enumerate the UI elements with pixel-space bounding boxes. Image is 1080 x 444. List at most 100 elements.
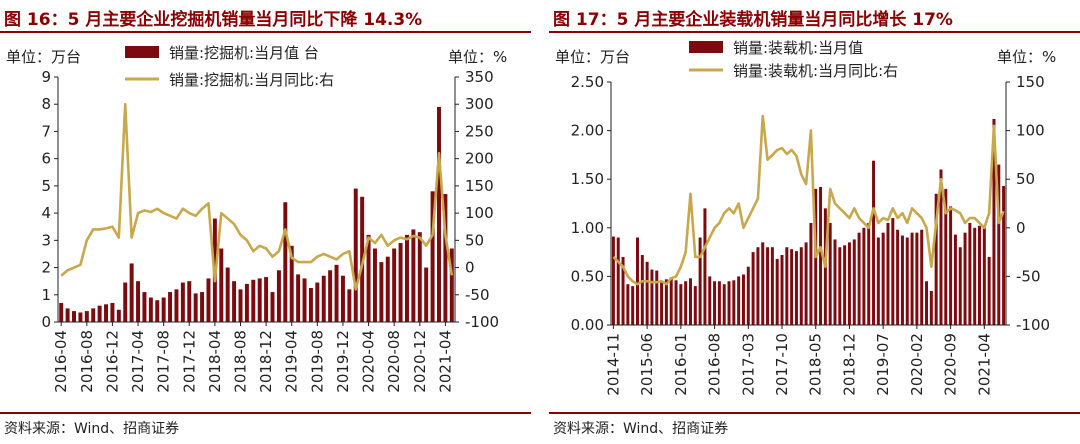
y-left-tick-label: 1.50: [571, 170, 604, 188]
y-left-tick-label: 1: [41, 286, 51, 304]
yoy-line: [612, 114, 1005, 286]
y-left-tick-label: 0: [41, 313, 51, 331]
bar: [59, 302, 64, 322]
excavator-chart: 单位：万台 单位：% 0 1 2 3 4 5 6 7 8 9 -100 -50 0 50 100 150 200 25…: [6, 44, 507, 393]
bar: [910, 232, 914, 325]
bar: [1002, 186, 1006, 325]
bar: [84, 311, 89, 322]
bar: [398, 243, 403, 322]
bar: [717, 281, 721, 325]
bar: [775, 258, 779, 325]
x-tick-label: 2020-09: [942, 333, 960, 396]
bar: [155, 300, 160, 322]
legend-bar-swatch: [125, 46, 159, 58]
y-left-tick-label: 2: [41, 259, 51, 277]
y-left-tick-label: 4: [41, 204, 51, 222]
legend-bar-label: 销量:挖掘机:当月值 台: [169, 44, 319, 62]
bar: [161, 297, 166, 322]
source-note: 资料来源：Wind、招商证券: [553, 421, 729, 437]
bar: [905, 237, 909, 325]
bar: [257, 278, 262, 322]
bar: [756, 247, 760, 325]
bar: [366, 234, 371, 322]
bar: [645, 261, 649, 325]
x-tick-label: 2017-08: [155, 330, 173, 393]
bar: [353, 188, 358, 322]
y-right-tick-label: -50: [465, 286, 490, 304]
x-tick-label: 2016-01: [672, 333, 690, 396]
bar: [219, 248, 224, 322]
bar: [244, 283, 249, 322]
bar: [616, 237, 620, 325]
bar: [443, 194, 448, 322]
y-right-tick-label: 200: [465, 150, 494, 168]
bar: [296, 274, 301, 322]
bar: [148, 297, 153, 322]
chart-title: 图 16：5 月主要企业挖掘机销量当月同比下降 14.3%: [4, 10, 423, 30]
x-tick-label: 2020-08: [385, 330, 403, 393]
bar: [819, 186, 823, 325]
bar: [790, 249, 794, 325]
bar: [679, 284, 683, 325]
bar: [876, 237, 880, 325]
bar: [698, 237, 702, 325]
bar: [838, 247, 842, 325]
x-tick-label: 2016-08: [78, 330, 96, 393]
bar: [920, 229, 924, 325]
bar: [843, 245, 847, 325]
bar: [881, 232, 885, 325]
bar: [321, 275, 326, 322]
bar: [116, 309, 121, 322]
bar: [737, 276, 741, 325]
unit-left-label: 单位：万台: [6, 48, 81, 66]
x-tick-label: 2016-04: [52, 330, 70, 393]
y-right-tick-label: -50: [1016, 267, 1041, 285]
chart-title: 图 17：5 月主要企业装载机销量当月同比增长 17%: [553, 10, 953, 30]
bar: [430, 191, 435, 322]
bar: [968, 222, 972, 325]
bar: [72, 311, 76, 322]
y-right-tick-label: 150: [465, 177, 494, 195]
bar: [631, 286, 635, 325]
bar: [97, 305, 102, 322]
bar: [110, 302, 115, 322]
x-tick-label: 2017-10: [773, 333, 791, 396]
bar: [640, 255, 644, 325]
bar: [650, 269, 654, 325]
bar: [693, 286, 697, 325]
bar: [862, 227, 866, 325]
chart-panel-loader: 图 17：5 月主要企业装载机销量当月同比增长 17% 单位：万台 单位：% 0.0…: [549, 0, 1080, 444]
bar: [857, 232, 861, 325]
x-tick-label: 2018-12: [840, 333, 858, 396]
bar: [973, 227, 977, 325]
x-tick-label: 2016-08: [706, 333, 724, 396]
x-tick-label: 2019-07: [874, 333, 892, 396]
bar: [340, 275, 345, 322]
bar: [302, 278, 307, 322]
bar: [804, 242, 808, 325]
bar: [372, 248, 377, 322]
bar: [283, 202, 288, 322]
bar: [404, 234, 409, 322]
bar: [411, 229, 416, 322]
bar: [264, 277, 269, 322]
x-tick-label: 2014-11: [604, 333, 622, 396]
bar: [636, 237, 639, 325]
bar: [660, 281, 664, 325]
bar: [334, 264, 339, 322]
bar: [674, 280, 678, 325]
y-left-tick-label: 8: [41, 95, 51, 113]
bar: [655, 270, 659, 325]
bar: [732, 280, 736, 325]
yoy-line: [60, 102, 454, 291]
bar: [780, 255, 784, 325]
unit-left-label: 单位：万台: [555, 48, 630, 66]
bar: [949, 206, 953, 325]
x-tick-label: 2018-04: [206, 330, 224, 393]
bar: [761, 242, 765, 325]
bar: [900, 235, 904, 325]
y-right-tick-label: 50: [465, 231, 484, 249]
y-left-tick-label: 9: [41, 68, 51, 86]
y-left-tick-label: 2.00: [571, 122, 604, 140]
x-tick-label: 2020-04: [360, 330, 378, 393]
